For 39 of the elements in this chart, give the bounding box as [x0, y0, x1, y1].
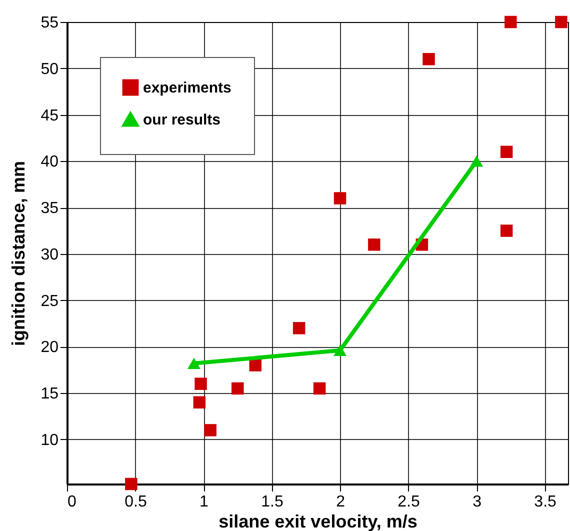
y-tick-label: 20: [40, 339, 59, 356]
x-tick-label: 2.5: [398, 494, 420, 510]
point: [187, 358, 200, 370]
x-tick-label: 2: [336, 494, 346, 510]
point: [292, 322, 306, 334]
y-tick-label: 25: [40, 292, 59, 310]
x-tick-label: 3.5: [534, 494, 557, 510]
point: [504, 16, 517, 28]
x-tick-label: 1.5: [261, 494, 284, 510]
point: [500, 146, 513, 158]
point: [204, 424, 216, 436]
y-tick-label: 15: [40, 386, 59, 403]
point: [232, 382, 244, 395]
y-tick-label: 50: [40, 60, 59, 78]
point: [334, 344, 347, 356]
point: [500, 224, 513, 237]
y-tick-label: 45: [40, 107, 59, 124]
x-tick-label: 0: [68, 494, 76, 510]
point: [313, 382, 326, 395]
point: [193, 396, 206, 408]
point: [334, 192, 346, 204]
legend-label: experiments: [143, 80, 232, 96]
point: [194, 378, 207, 390]
y-tick-label: 35: [40, 200, 59, 218]
y-tick-label: 30: [40, 246, 59, 264]
y-tick-label: 40: [40, 154, 59, 171]
point: [470, 156, 484, 167]
point: [555, 16, 568, 28]
legend-label: our results: [143, 112, 221, 128]
x-tick-label: 1: [200, 494, 209, 510]
point: [249, 359, 262, 372]
point: [422, 52, 435, 66]
y-axis-title: ignition distance, mm: [8, 160, 29, 346]
x-tick-label: 3: [472, 494, 482, 510]
y-tick-label: 55: [40, 14, 59, 32]
x-tick-label: 0.5: [124, 494, 147, 510]
y-tick-label: 10: [40, 432, 59, 449]
x-axis-title: silane exit velocity, m/s: [218, 512, 418, 531]
point: [368, 238, 380, 251]
